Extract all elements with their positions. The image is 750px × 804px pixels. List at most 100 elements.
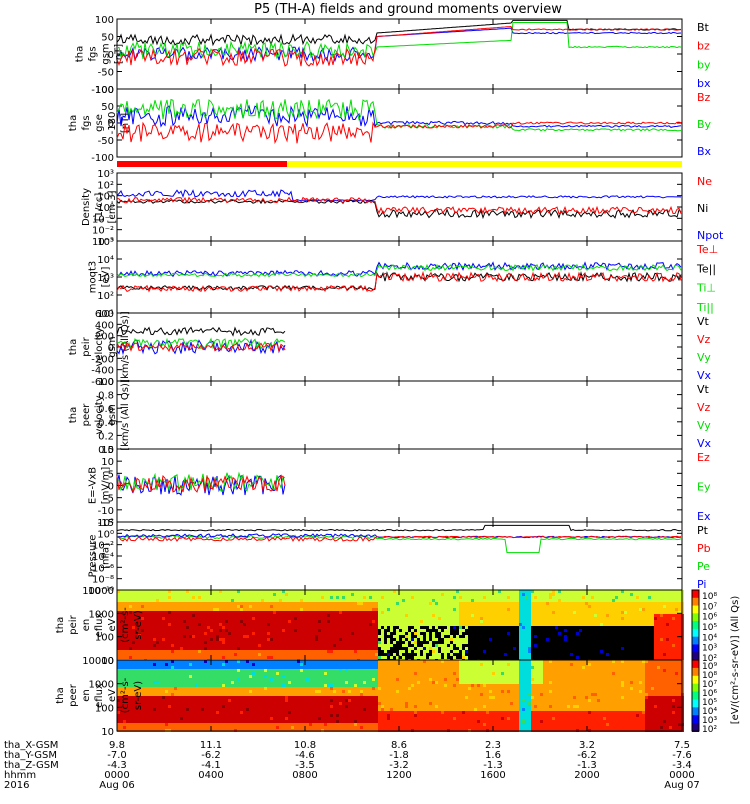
spectrogram-cell	[570, 641, 573, 644]
spectrogram-cell	[162, 644, 165, 647]
spectrogram-cell	[405, 599, 408, 602]
spectrogram-cell	[495, 605, 498, 608]
spectrogram-cell	[204, 635, 207, 638]
spectrogram-cell	[432, 599, 435, 602]
spectrogram-cell	[621, 617, 624, 620]
spectrogram-cell	[300, 638, 303, 641]
y-tick-label: 10⁻²	[92, 226, 114, 237]
spectrogram-cell	[138, 593, 141, 596]
spectrogram-cell	[438, 623, 441, 626]
spectrogram-cell	[417, 641, 420, 644]
spectrogram-cell	[492, 650, 495, 653]
spectrogram-cell	[432, 614, 435, 617]
spectrogram-cell	[282, 623, 285, 626]
spectrogram-cell	[297, 638, 300, 641]
spectrogram-cell	[345, 638, 348, 641]
spectrogram-cell	[393, 641, 396, 644]
spectrogram-cell	[261, 629, 264, 632]
spectrogram-cell	[318, 632, 321, 635]
spectrogram-cell	[144, 593, 147, 596]
spectrogram-cell	[621, 632, 624, 635]
spectrogram-cell	[468, 620, 471, 623]
spectrogram-cell	[669, 656, 672, 659]
spectrogram-cell	[405, 653, 408, 656]
spectrogram-cell	[483, 611, 486, 614]
spectrogram-cell	[306, 602, 309, 605]
spectrogram-cell	[663, 596, 666, 599]
spectrogram-cell	[588, 605, 591, 608]
spectrogram-cell	[330, 593, 333, 596]
spectrogram-cell	[234, 653, 237, 656]
spectrogram-cell	[492, 635, 495, 638]
spectrogram-cell	[312, 635, 315, 638]
spectrogram-cell	[183, 629, 186, 632]
spectrogram-cell	[420, 620, 423, 623]
spectrogram-cell	[609, 620, 612, 623]
spectrogram-cell	[135, 641, 138, 644]
spectrogram-cell	[483, 596, 486, 599]
spectrogram-cell	[426, 620, 429, 623]
spectrogram-cell	[426, 638, 429, 641]
spectrogram-cell	[318, 605, 321, 608]
spectrogram-cell	[276, 599, 279, 602]
spectrogram-cell	[666, 629, 669, 632]
spectrogram-cell	[183, 614, 186, 617]
spectrogram-cell	[255, 611, 258, 614]
spectrogram-cell	[279, 620, 282, 623]
spectrogram-cell	[540, 620, 543, 623]
spectrogram-cell	[372, 614, 375, 617]
spectrogram-cell	[426, 617, 429, 620]
spectrogram-cell	[357, 635, 360, 638]
spectrogram-cell	[213, 653, 216, 656]
spectrogram-cell	[603, 653, 606, 656]
spectrogram-cell	[309, 653, 312, 656]
spectrogram-cell	[636, 641, 639, 644]
spectrogram-cell	[609, 653, 612, 656]
spectrogram-cell	[639, 617, 642, 620]
spectrogram-cell	[546, 593, 549, 596]
spectrogram-cell	[471, 614, 474, 617]
spectrogram-cell	[174, 602, 177, 605]
spectrogram-cell	[627, 605, 630, 608]
spectrogram-cell	[333, 644, 336, 647]
spectrogram-cell	[312, 653, 315, 656]
spectrogram-cell	[585, 596, 588, 599]
spectrogram-cell	[633, 626, 636, 629]
spectrogram-cell	[132, 644, 135, 647]
spectrogram-cell	[354, 593, 357, 596]
spectrogram-cell	[402, 602, 405, 605]
spectrogram-cell	[582, 605, 585, 608]
legend-entry: Ex	[697, 510, 711, 523]
spectrogram-cell	[369, 632, 372, 635]
spectrogram-cell	[225, 653, 228, 656]
spectrogram-cell	[540, 617, 543, 620]
spectrogram-cell	[606, 617, 609, 620]
spectrogram-cell	[150, 605, 153, 608]
spectrogram-cell	[225, 596, 228, 599]
spectrogram-cell	[558, 593, 561, 596]
spectrogram-cell	[228, 608, 231, 611]
spectrogram-cell	[399, 629, 402, 632]
spectrogram-cell	[168, 623, 171, 626]
spectrogram-cell	[147, 620, 150, 623]
spectrogram-cell	[630, 635, 633, 638]
spectrogram-cell	[300, 641, 303, 644]
spectrogram-cell	[441, 638, 444, 641]
spectrogram-cell	[216, 650, 219, 653]
spectrogram-cell	[489, 623, 492, 626]
spectrogram-cell	[525, 596, 528, 599]
spectrogram-cell	[210, 635, 213, 638]
spectrogram-cell	[489, 656, 492, 659]
spectrogram-cell	[339, 641, 342, 644]
spectrogram-cell	[312, 626, 315, 629]
spectrogram-cell	[582, 650, 585, 653]
spectrogram-cell	[627, 653, 630, 656]
spectrogram-cell	[453, 599, 456, 602]
spectrogram-cell	[489, 596, 492, 599]
spectrogram-cell	[537, 656, 540, 659]
spectrogram-cell	[567, 641, 570, 644]
spectrogram-cell	[180, 641, 183, 644]
spectrogram-cell	[498, 620, 501, 623]
spectrogram-cell	[441, 602, 444, 605]
spectrogram-cell	[252, 620, 255, 623]
